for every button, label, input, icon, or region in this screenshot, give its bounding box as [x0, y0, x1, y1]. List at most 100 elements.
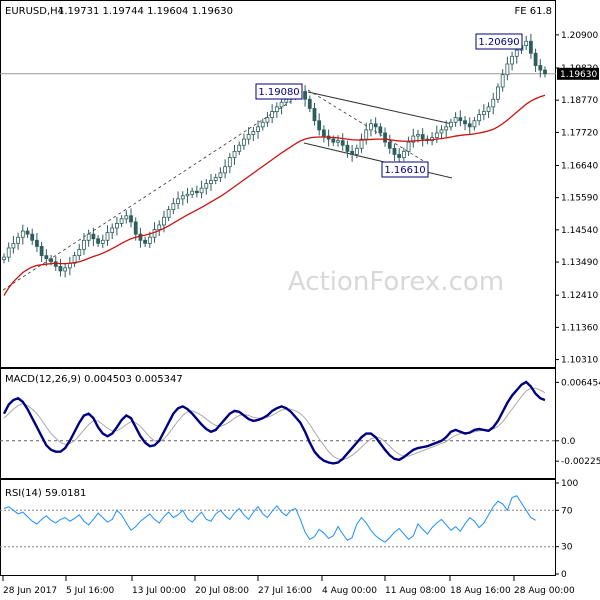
- price-candle: [39, 241, 44, 263]
- price-candle: [209, 174, 213, 191]
- price-candle: [500, 69, 505, 92]
- candle-body: [274, 106, 279, 112]
- candle-body: [16, 236, 21, 244]
- rsi-axis: 100 70 30 0: [555, 479, 578, 580]
- candle-body: [514, 49, 519, 57]
- price-candle: [444, 120, 449, 138]
- annotation-high-box: 1.20690: [475, 33, 523, 50]
- price-candle: [242, 133, 246, 150]
- candle-body: [411, 135, 416, 143]
- price-candle: [383, 127, 387, 147]
- annotation-peak-box: 1.19080: [255, 83, 303, 100]
- candle-body: [133, 221, 138, 235]
- price-candle: [157, 220, 162, 236]
- price-candle: [303, 85, 307, 107]
- candle-body: [44, 255, 49, 260]
- price-candle: [256, 120, 260, 139]
- candle-body: [218, 172, 223, 178]
- candle-body: [119, 218, 124, 224]
- candle-body: [2, 256, 6, 261]
- price-tick-label: 1.18770: [561, 96, 598, 106]
- price-candle: [449, 118, 453, 131]
- candle-body: [138, 233, 143, 241]
- current-price-label: 1.19630: [560, 70, 597, 80]
- candle-body: [25, 230, 30, 235]
- candle-body: [35, 239, 39, 247]
- candle-body: [401, 150, 406, 158]
- price-candle: [406, 136, 411, 156]
- candle-body: [171, 203, 176, 211]
- candle-body: [147, 236, 152, 244]
- candle-body: [533, 52, 538, 66]
- candle-body: [53, 261, 58, 267]
- candle-body: [96, 238, 100, 244]
- price-candle: [11, 235, 16, 254]
- price-candle: [472, 117, 477, 131]
- price-candle: [307, 95, 312, 113]
- candle-body: [444, 126, 449, 131]
- price-candle: [91, 227, 96, 247]
- price-tick-label: 1.17720: [561, 128, 598, 138]
- candle-body: [279, 101, 284, 108]
- time-tick-label: 28 Aug 00:00: [514, 586, 575, 596]
- price-candle: [274, 102, 279, 118]
- time-tick-label: 20 Jul 08:00: [195, 586, 249, 596]
- price-candle: [251, 126, 256, 141]
- time-tick-label: 18 Aug 16:00: [450, 586, 511, 596]
- candle-body: [232, 150, 237, 158]
- rsi-title: RSI(14) 59.0181: [5, 488, 86, 499]
- time-tick-label: 4 Aug 00:00: [322, 586, 377, 596]
- price-candle: [359, 133, 364, 153]
- candle-body: [110, 227, 115, 234]
- annotation-peak-label: 1.19080: [258, 87, 299, 98]
- price-candle: [392, 143, 397, 161]
- candle-body: [453, 117, 458, 123]
- price-candle: [260, 118, 265, 131]
- macd-title: MACD(12,26,9) 0.004503 0.005347: [5, 374, 183, 385]
- candle-body: [477, 114, 482, 122]
- price-panel-frame: [0, 0, 556, 368]
- rsi-lines-group: [3, 495, 536, 543]
- candle-body: [491, 98, 496, 108]
- price-candle: [194, 185, 199, 198]
- candle-body: [378, 126, 383, 134]
- candle-body: [307, 98, 312, 109]
- price-candle: [124, 210, 129, 224]
- price-candle: [486, 102, 491, 118]
- candle-body: [166, 209, 171, 218]
- fe-label: FE 61.8: [514, 6, 552, 17]
- candle-body: [449, 121, 453, 128]
- candle-body: [383, 132, 387, 143]
- candle-body: [227, 157, 232, 168]
- candle-body: [223, 166, 228, 174]
- price-candle: [510, 51, 514, 71]
- candle-body: [359, 138, 364, 149]
- ohlc-label: 1.19731 1.19744 1.19604 1.19630: [58, 6, 233, 17]
- price-candle: [481, 104, 486, 121]
- price-candle: [100, 234, 105, 248]
- candle-body: [176, 198, 180, 204]
- rsi-tick-label: 30: [561, 543, 573, 553]
- candle-body: [373, 123, 378, 128]
- price-candle: [223, 159, 228, 179]
- candle-body: [260, 121, 265, 128]
- candle-body: [86, 233, 91, 241]
- candle-body: [63, 267, 68, 272]
- macd-axis: 0.006454 0.0 -0.002252: [555, 378, 600, 467]
- candle-body: [251, 131, 256, 135]
- annotation-low-box: 1.16610: [381, 161, 429, 178]
- candle-body: [331, 138, 336, 143]
- price-candle: [538, 59, 543, 78]
- candle-body: [20, 230, 25, 238]
- candle-body: [397, 154, 402, 158]
- current-price-tag: 1.19630: [557, 67, 599, 80]
- candle-body: [458, 117, 463, 122]
- candle-body: [472, 120, 477, 128]
- price-candle: [528, 33, 533, 59]
- annotation-low-label: 1.16610: [384, 165, 425, 176]
- candle-body: [439, 129, 444, 134]
- candle-body: [312, 108, 317, 122]
- price-candle: [317, 113, 322, 136]
- candle-body: [336, 140, 340, 143]
